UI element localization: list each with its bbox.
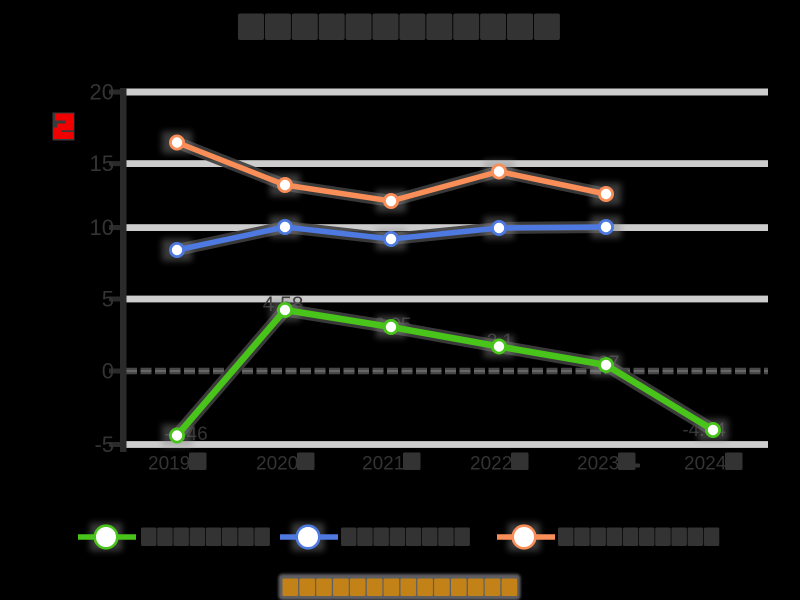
svg-text:5: 5 <box>102 287 114 312</box>
svg-text:2024: 2024 <box>684 454 727 475</box>
svg-text:-5: -5 <box>94 432 114 457</box>
svg-text:2020: 2020 <box>256 454 298 475</box>
svg-text:2021: 2021 <box>362 454 404 475</box>
svg-text:20: 20 <box>90 80 114 105</box>
svg-text:15: 15 <box>90 151 114 176</box>
svg-text:2022: 2022 <box>470 454 512 475</box>
svg-text:0: 0 <box>102 359 114 384</box>
svg-text:2023: 2023 <box>577 454 619 475</box>
svg-text:10: 10 <box>90 215 114 240</box>
svg-text:2019: 2019 <box>148 454 190 475</box>
